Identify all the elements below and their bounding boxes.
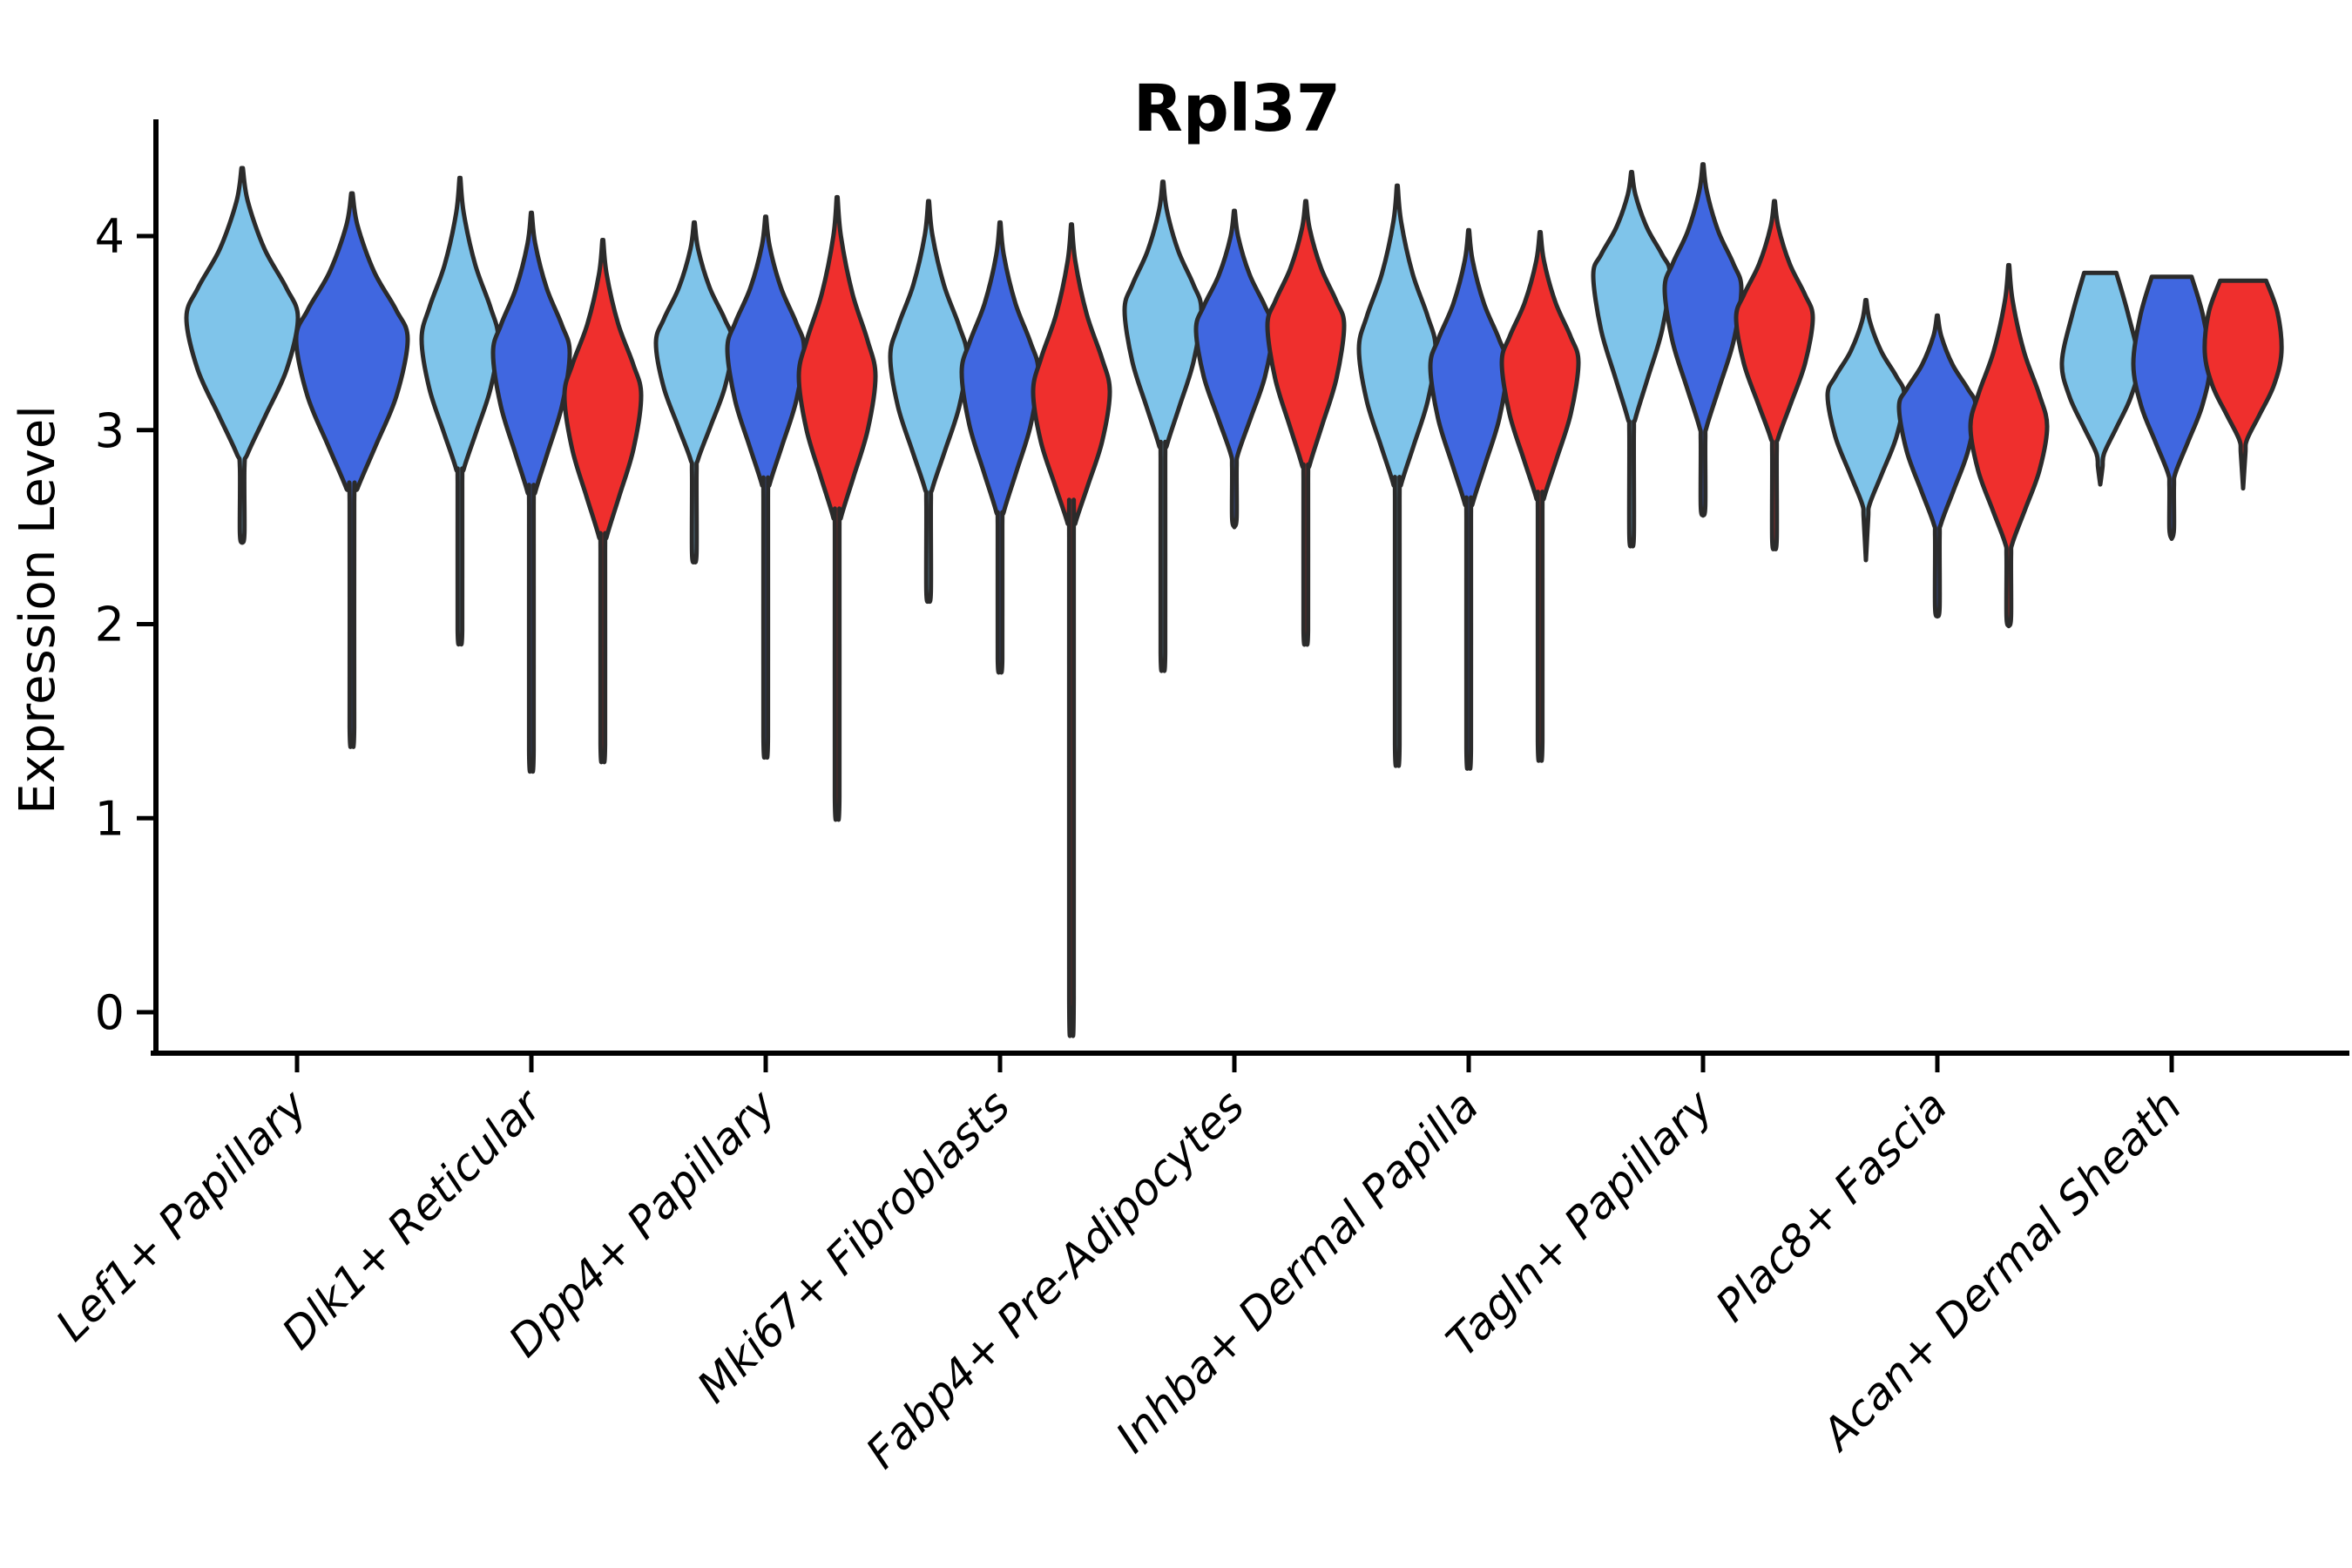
x-tick-label: Lef1+ Papillary [46,1079,317,1350]
violin-fabp4-pre-adipocytes-series-royalblue [1193,208,1275,530]
violin-fabp4-pre-adipocytes-series-skyblue [1122,179,1204,673]
violin-plac8-fascia-series-skyblue [1825,298,1907,563]
violin-dpp4-papillary-series-royalblue [725,214,807,760]
violin-tagln-papillary-series-royalblue [1662,162,1744,518]
chart-title: Rpl37 [1133,71,1341,146]
violin-inhba-dermal-papilla-series-skyblue [1356,183,1438,768]
x-tick-label: Plac8+ Fascia [1707,1080,1957,1331]
x-tick-label: Dlk1+ Reticular [273,1078,553,1359]
violin-inhba-dermal-papilla-series-red [1499,230,1581,763]
violin-tagln-papillary-series-skyblue [1591,170,1673,549]
violin-mki67-fibroblasts-series-red [1031,222,1112,1038]
violin-dlk1-reticular-series-skyblue [419,175,501,646]
y-tick-label: 3 [95,403,125,458]
violin-mki67-fibroblasts-series-royalblue [959,220,1041,675]
y-axis-ticks: 0 1 2 3 4 [95,209,156,1040]
violin-fabp4-pre-adipocytes-series-red [1265,199,1347,647]
y-axis-label: Expression Level [10,405,66,814]
y-tick-label: 0 [95,985,125,1040]
violin-dlk1-reticular-series-royalblue [490,210,572,774]
violin-acan-dermal-sheath-series-royalblue [2131,274,2213,541]
violin-dpp4-papillary-series-skyblue [653,220,735,564]
violin-lef1-papillary-series-royalblue [294,191,410,749]
violin-dlk1-reticular-series-red [562,238,644,765]
violin-dpp4-papillary-series-red [796,194,878,822]
violin-plac8-fascia-series-red [1968,262,2050,629]
x-tick-label: Fabp4+ Pre-Adipocytes [856,1080,1254,1478]
violin-plac8-fascia-series-royalblue [1896,313,1978,619]
y-tick-label: 4 [95,209,125,264]
violin-acan-dermal-sheath-series-red [2202,278,2284,491]
y-tick-label: 2 [95,598,125,652]
violin-mki67-fibroblasts-series-skyblue [888,199,970,605]
violin-lef1-papillary-series-skyblue [184,166,301,545]
violin-acan-dermal-sheath-series-skyblue [2059,270,2141,487]
y-tick-label: 1 [95,791,125,846]
violins-layer [184,162,2284,1038]
violin-tagln-papillary-series-red [1734,199,1815,551]
violin-inhba-dermal-papilla-series-royalblue [1428,227,1510,771]
